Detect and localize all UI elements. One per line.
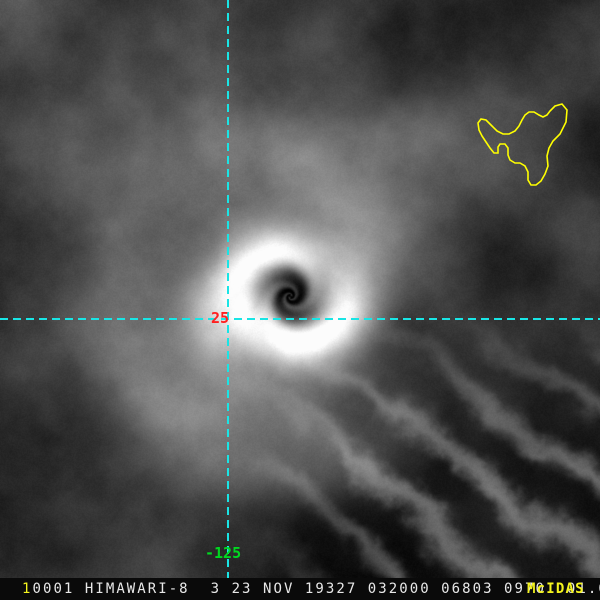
annotation-main-text: 0001 HIMAWARI-8 3 23 NOV 19327 032000 06…	[32, 581, 600, 597]
mcidas-brand-label: McIDAS	[527, 581, 585, 597]
latitude-label: 25	[211, 309, 230, 327]
longitude-label: -125	[205, 544, 242, 562]
mcidas-annotation-bar: 10001 HIMAWARI-8 3 23 NOV 19327 032000 0…	[0, 578, 600, 600]
annotation-text: 10001 HIMAWARI-8 3 23 NOV 19327 032000 0…	[22, 581, 600, 597]
frame-number: 1	[22, 581, 33, 597]
